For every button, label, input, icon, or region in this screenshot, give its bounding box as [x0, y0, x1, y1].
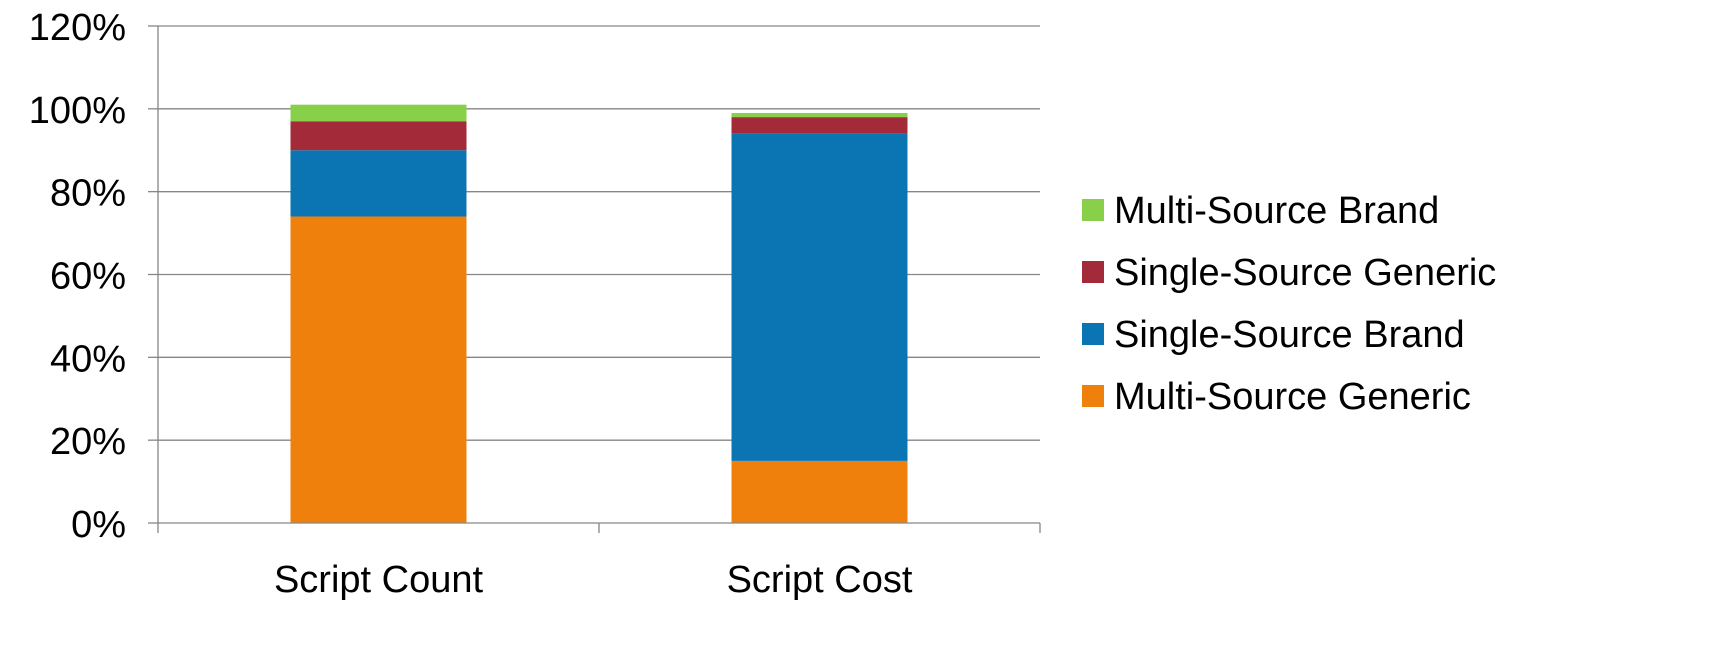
legend-item: Multi-Source Brand	[1082, 190, 1439, 232]
legend-swatch	[1082, 199, 1104, 221]
x-tick-label: Script Count	[274, 559, 484, 601]
gridlines	[158, 25, 1040, 441]
tick-labels: 0% 20% 40% 60% 80% 100% 120% Script Count Script…	[29, 7, 913, 601]
y-tick-label: 80%	[50, 173, 126, 215]
y-tick-label: 0%	[71, 504, 126, 546]
legend-label: Single-Source Brand	[1114, 314, 1465, 356]
axes	[148, 25, 1041, 533]
bar-segment	[290, 121, 467, 151]
y-tick-label: 120%	[29, 7, 126, 49]
x-tick-label: Script Cost	[727, 559, 913, 601]
bar-segment	[290, 104, 467, 122]
legend-swatch	[1082, 261, 1104, 283]
legend: Multi-Source Brand Single-Source Generic S…	[1082, 190, 1496, 418]
legend-swatch	[1082, 385, 1104, 407]
legend-swatch	[1082, 323, 1104, 345]
legend-label: Multi-Source Generic	[1114, 376, 1471, 418]
bar-segment	[731, 117, 908, 134]
legend-item: Multi-Source Generic	[1082, 376, 1471, 418]
bar-segment	[731, 112, 908, 118]
legend-label: Multi-Source Brand	[1114, 190, 1439, 232]
bar-segment	[290, 216, 467, 523]
y-tick-label: 20%	[50, 421, 126, 463]
y-tick-label: 60%	[50, 256, 126, 298]
y-tick-label: 100%	[29, 90, 126, 132]
legend-item: Single-Source Generic	[1082, 252, 1496, 294]
legend-item: Single-Source Brand	[1082, 314, 1465, 356]
bar-segment	[290, 150, 467, 217]
bar-segment	[731, 133, 908, 461]
bars	[290, 104, 908, 523]
y-tick-label: 40%	[50, 338, 126, 380]
bar-segment	[731, 460, 908, 523]
legend-label: Single-Source Generic	[1114, 252, 1496, 294]
